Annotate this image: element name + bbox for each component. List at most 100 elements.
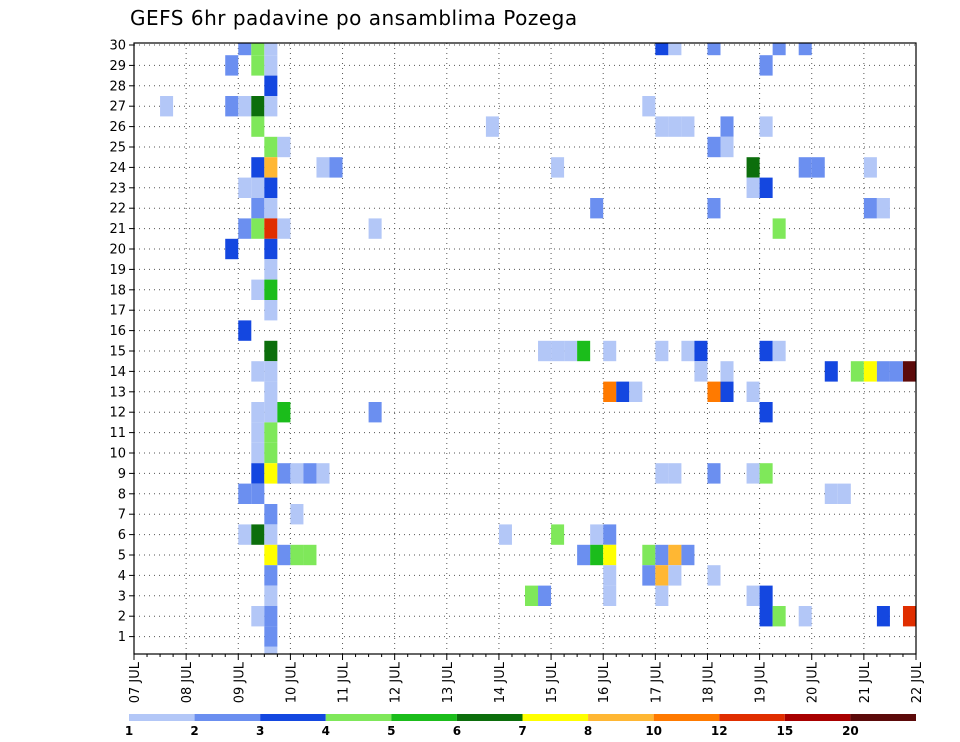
heatmap-cell: [251, 116, 265, 137]
heatmap-cell: [564, 340, 578, 362]
x-tick-label: 15 JUL: [545, 661, 560, 703]
heatmap-cell: [655, 340, 669, 362]
heatmap-cell: [642, 565, 656, 586]
y-axis: 1234567891011121314151617181920212223242…: [109, 39, 134, 645]
heatmap-cell: [629, 381, 643, 402]
y-tick-label: 14: [109, 365, 126, 380]
legend-label: 15: [776, 724, 793, 738]
y-tick-label: 1: [118, 630, 126, 645]
heatmap-cell: [603, 585, 617, 606]
heatmap-cell: [485, 116, 499, 137]
heatmap-cell: [772, 606, 786, 627]
heatmap-cell: [655, 585, 669, 606]
heatmap-cell: [590, 544, 604, 566]
legend-swatch: [784, 714, 851, 721]
y-tick-label: 12: [109, 406, 126, 421]
heatmap-cell: [577, 340, 591, 362]
heatmap-cell: [290, 544, 304, 566]
heatmap-cell: [759, 402, 773, 423]
heatmap-cell: [720, 136, 734, 158]
heatmap-cell: [251, 43, 265, 56]
y-tick-label: 3: [118, 589, 126, 604]
legend-label: 7: [518, 724, 526, 738]
legend-label: 8: [584, 724, 592, 738]
heatmap-cell: [551, 157, 565, 178]
heatmap-cell: [590, 198, 604, 219]
heatmap-cell: [824, 361, 838, 382]
heatmap-cell: [264, 442, 278, 464]
chart-title: GEFS 6hr padavine po ansamblima Pozega: [130, 6, 578, 30]
heatmap-cell: [251, 402, 265, 423]
heatmap-cell: [251, 279, 265, 300]
heatmap-cell: [264, 177, 278, 198]
y-tick-label: 21: [109, 222, 126, 237]
y-tick-label: 11: [109, 426, 126, 441]
x-tick-label: 16 JUL: [597, 661, 612, 703]
heatmap-cell: [863, 361, 877, 382]
heatmap-cell: [746, 157, 760, 178]
heatmap-cell: [277, 136, 291, 158]
heatmap-cell: [551, 340, 565, 362]
heatmap-cell: [642, 544, 656, 566]
y-tick-label: 5: [118, 549, 126, 564]
heatmap-cell: [277, 218, 291, 239]
y-tick-label: 28: [109, 79, 126, 94]
legend-swatch: [588, 714, 654, 721]
y-tick-label: 16: [109, 324, 126, 339]
heatmap-cell: [251, 157, 265, 178]
heatmap-cell: [681, 116, 695, 137]
heatmap-cell: [668, 116, 682, 137]
heatmap-cell: [251, 606, 265, 627]
heatmap-cell: [603, 524, 617, 545]
heatmap-cell: [837, 483, 851, 504]
heatmap-cell: [668, 43, 682, 56]
y-tick-label: 18: [109, 283, 126, 298]
heatmap-cell: [264, 96, 278, 117]
heatmap-cell: [655, 565, 669, 586]
y-tick-label: 19: [109, 263, 126, 278]
heatmap-cell: [251, 198, 265, 219]
x-axis: 07 JUL 08 JUL 09 JUL 10 JUL 11 JUL 12 JUL 13 J…: [128, 654, 925, 703]
heatmap-cell: [603, 544, 617, 566]
heatmap-cell: [707, 565, 721, 586]
y-tick-label: 25: [109, 141, 126, 156]
heatmap-cell: [759, 340, 773, 362]
heatmap-cell: [707, 463, 721, 484]
heatmap-cell: [772, 218, 786, 239]
x-tick-label: 13 JUL: [441, 661, 456, 703]
heatmap-cell: [264, 279, 278, 300]
heatmap-cell: [264, 626, 278, 647]
heatmap-cell: [264, 43, 278, 56]
heatmap-cell: [368, 402, 382, 423]
heatmap-cell: [876, 198, 890, 219]
legend-label: 4: [322, 724, 330, 738]
heatmap-cell: [759, 606, 773, 627]
legend-swatch: [653, 714, 720, 721]
heatmap-cell: [720, 361, 734, 382]
heatmap-cell: [238, 96, 252, 117]
heatmap-cell: [902, 361, 916, 382]
heatmap-cell: [264, 504, 278, 525]
heatmap-cell: [707, 136, 721, 158]
heatmap-cell: [720, 116, 734, 137]
heatmap-cell: [824, 483, 838, 504]
heatmap-cell: [720, 381, 734, 402]
heatmap-cells: [160, 43, 916, 654]
heatmap-cell: [251, 361, 265, 382]
heatmap-cell: [746, 381, 760, 402]
heatmap-cell: [694, 361, 708, 382]
heatmap-cell: [303, 544, 317, 566]
heatmap-cell: [251, 218, 265, 239]
heatmap-cell: [681, 544, 695, 566]
heatmap-cell: [538, 585, 552, 606]
heatmap-cell: [277, 544, 291, 566]
heatmap-cell: [264, 422, 278, 443]
x-tick-label: 20 JUL: [806, 661, 821, 703]
legend-label: 5: [387, 724, 395, 738]
heatmap-cell: [238, 524, 252, 545]
heatmap-cell: [264, 157, 278, 178]
legend-label: 20: [842, 724, 859, 738]
heatmap-cell: [655, 463, 669, 484]
y-tick-label: 8: [118, 487, 126, 502]
heatmap-cell: [251, 96, 265, 117]
